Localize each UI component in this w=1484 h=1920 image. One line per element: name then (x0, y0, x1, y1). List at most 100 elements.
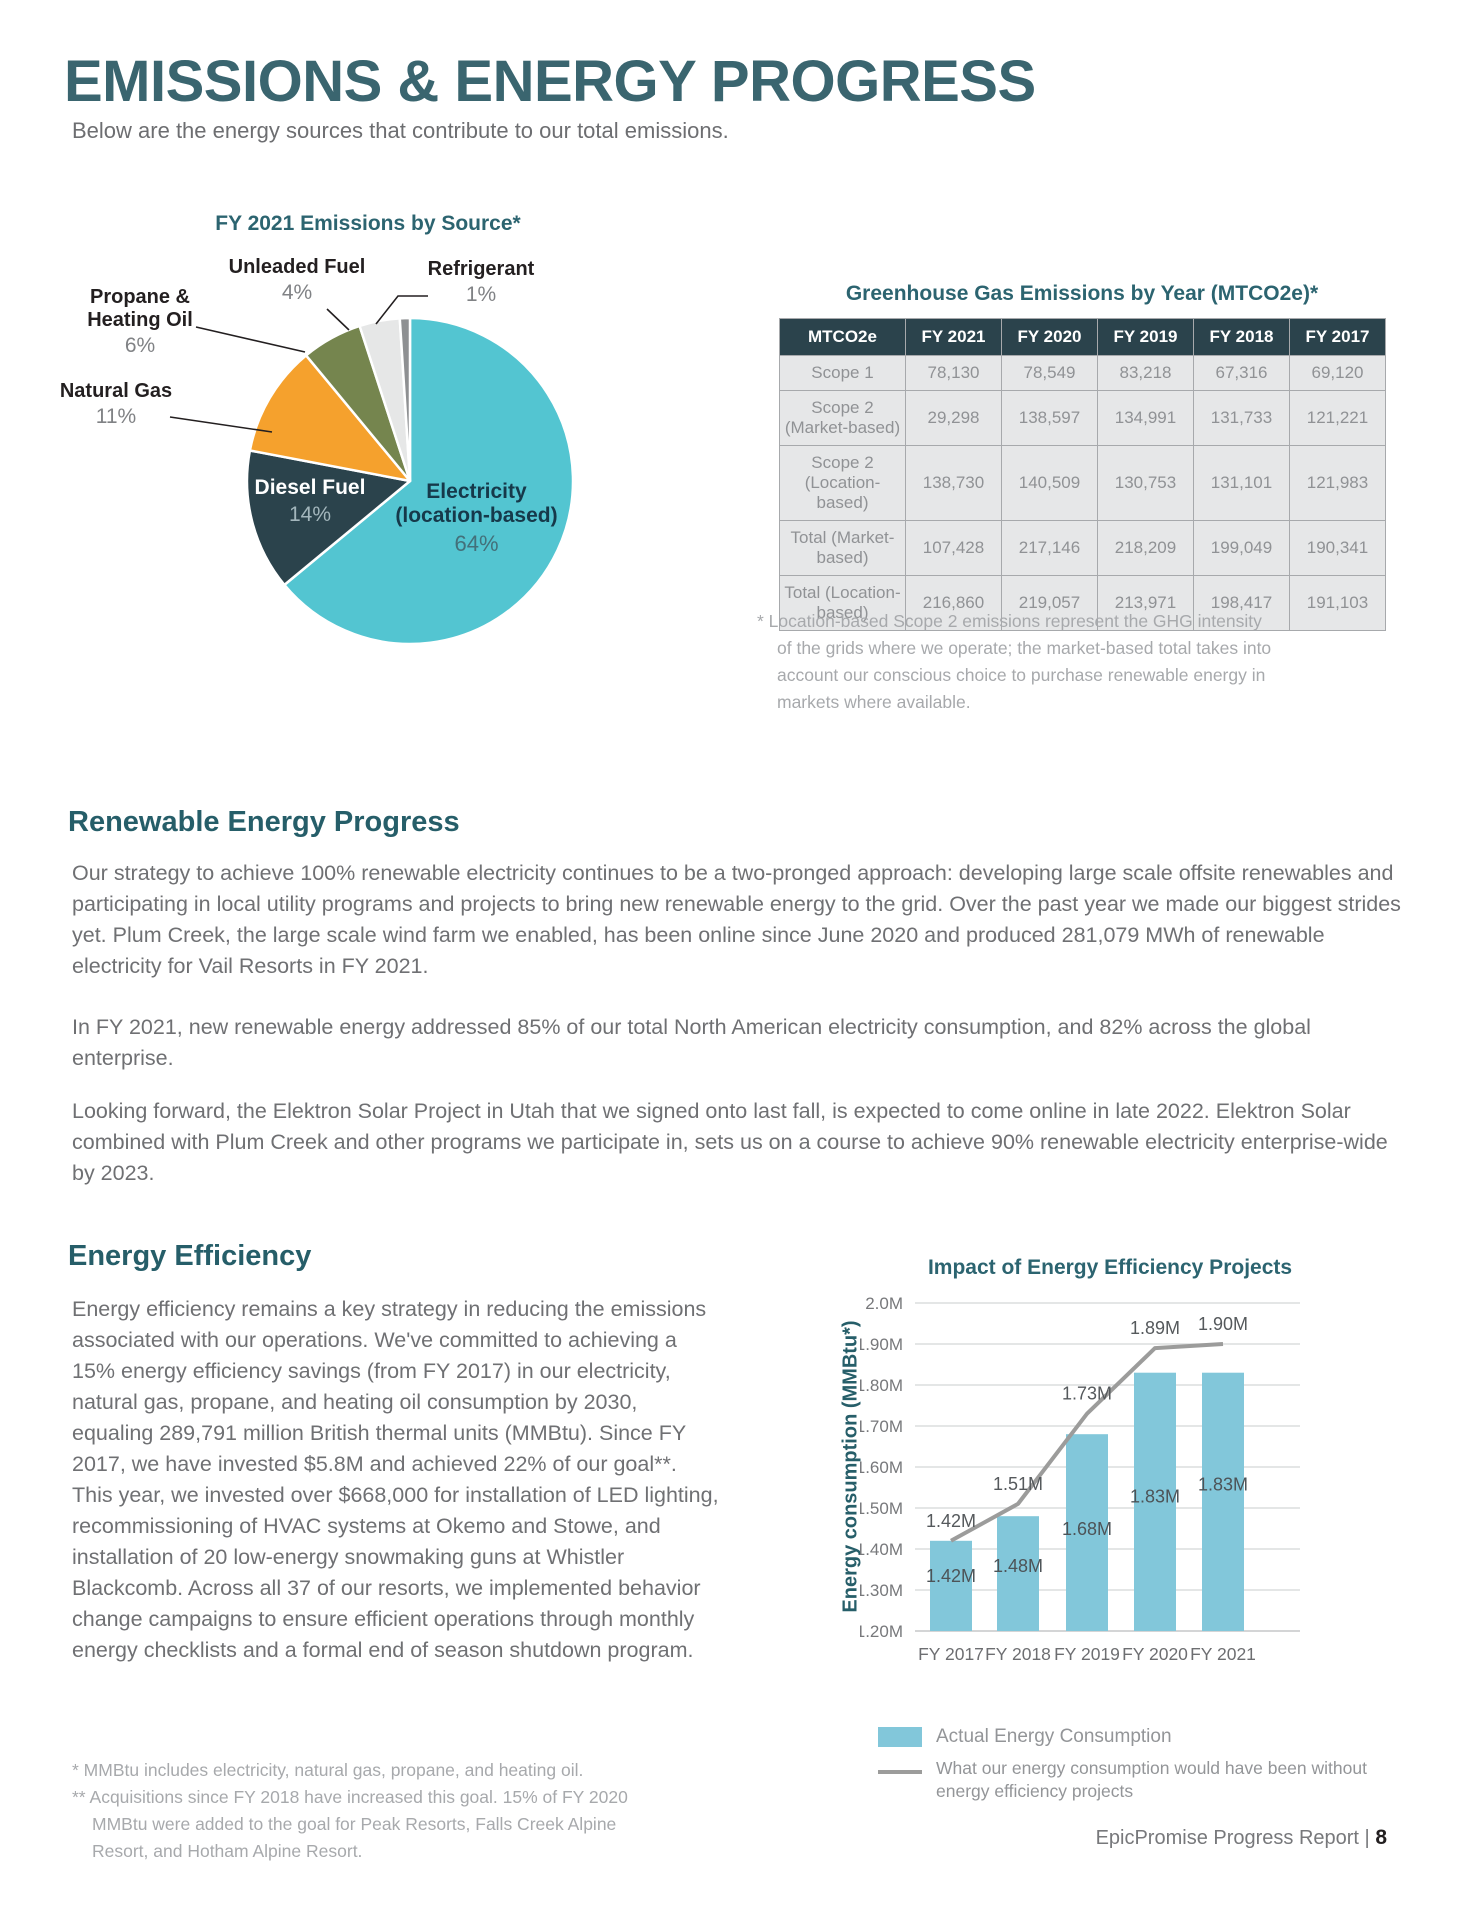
x-tick-fy-2021: FY 2021 (1190, 1644, 1256, 1664)
line-label-fy-2017: 1.42M (926, 1511, 976, 1531)
ghg-cell: 83,218 (1097, 355, 1194, 391)
renewable-heading: Renewable Energy Progress (68, 806, 460, 838)
bar-label-fy-2019: 1.68M (1062, 1519, 1112, 1539)
bar-fy-2019 (1066, 1434, 1108, 1631)
ghg-cell: 191,103 (1289, 575, 1386, 631)
pie-label-natural-gas-name: Natural Gas (59, 380, 173, 402)
ghg-cell: 217,146 (1001, 520, 1098, 576)
ghg-cell: 107,428 (905, 520, 1002, 576)
pie-label-unleaded-pct: 4% (281, 281, 313, 304)
efficiency-paragraph: Energy efficiency remains a key strategy… (72, 1297, 719, 1662)
y-tick-2.0M: 2.0M (865, 1294, 903, 1313)
table-row: Scope 2 (Location-based) 138,730 140,509 13… (779, 445, 1386, 521)
pie-label-electricity-line2: (location-based) (395, 504, 558, 527)
bar-label-fy-2020: 1.83M (1130, 1487, 1180, 1507)
ghg-column-header: FY 2020 (1001, 318, 1098, 356)
x-tick-fy-2020: FY 2020 (1122, 1644, 1188, 1664)
legend-label-actual: Actual Energy Consumption (936, 1726, 1172, 1747)
y-tick-1.30M: 1.30M (860, 1581, 903, 1600)
pie-label-unleaded: Unleaded Fuel 4% (222, 256, 372, 304)
table-row: Total (Location-based) 216,860 219,057 213,… (779, 575, 1386, 631)
pie-label-natural-gas-pct: 11% (95, 405, 137, 428)
table-row: Scope 2 (Market-based) 29,298 138,597 134,9… (779, 390, 1386, 446)
renewable-paragraph-1: Our strategy to achieve 100% renewable e… (72, 861, 1401, 978)
renewable-paragraph-3: Looking forward, the Elektron Solar Proj… (72, 1099, 1388, 1185)
bar-chart-title: Impact of Energy Efficiency Projects (927, 1256, 1293, 1279)
ghg-table: MTCO2e FY 2021 FY 2020 FY 2019 FY 2018 FY 201… (779, 318, 1386, 631)
pie-slice-refrigerant (398, 316, 412, 483)
efficiency-footnote-1: * MMBtu includes electricity, natural ga… (72, 1760, 584, 1780)
pie-label-electricity-line1: Electricity (426, 480, 527, 503)
ghg-cell: 138,597 (1001, 390, 1098, 446)
ghg-cell: 138,730 (905, 445, 1002, 521)
leader-line-propane (195, 326, 306, 353)
pie-slice-electricity-location-based (283, 316, 575, 646)
page-subtitle: Below are the energy sources that contri… (72, 118, 729, 143)
ghg-column-header: FY 2019 (1097, 318, 1194, 356)
page-title: EMISSIONS & ENERGY PROGRESS (64, 49, 1036, 114)
y-tick-1.60M: 1.60M (860, 1458, 903, 1477)
ghg-cell: 121,221 (1289, 390, 1386, 446)
ghg-cell: 131,101 (1193, 445, 1290, 521)
pie-chart (169, 295, 575, 646)
x-tick-fy-2017: FY 2017 (918, 1644, 984, 1664)
ghg-cell: 69,120 (1289, 355, 1386, 391)
ghg-cell: 131,733 (1193, 390, 1290, 446)
pie-label-propane-line2: Heating Oil (87, 309, 193, 331)
ghg-cell: 134,991 (1097, 390, 1194, 446)
bar-fy-2017 (930, 1540, 972, 1631)
ghg-row-label: Total (Market-based) (779, 520, 906, 576)
ghg-cell: 199,049 (1193, 520, 1290, 576)
ghg-cell: 219,057 (1001, 575, 1098, 631)
ghg-row-label: Scope 1 (779, 355, 906, 391)
ghg-cell: 78,549 (1001, 355, 1098, 391)
bar-fy-2020 (1134, 1372, 1176, 1631)
pie-chart-title: FY 2021 Emissions by Source* (215, 212, 521, 235)
pie-slice-natural-gas (248, 354, 412, 483)
ghg-cell: 198,417 (1193, 575, 1290, 631)
pie-label-unleaded-name: Unleaded Fuel (228, 256, 366, 278)
ghg-cell: 140,509 (1001, 445, 1098, 521)
legend-line-swatch (878, 1770, 922, 1774)
ghg-cell: 190,341 (1289, 520, 1386, 576)
bar-fy-2018 (997, 1516, 1039, 1631)
ghg-row-label: Total (Location-based) (779, 575, 906, 631)
ghg-column-header: FY 2021 (905, 318, 1002, 356)
ghg-row-label: Scope 2 (Location-based) (779, 445, 906, 521)
leader-line-refrigerant (375, 295, 428, 325)
pie-slice-diesel-fuel (245, 449, 412, 587)
ghg-column-header: MTCO2e (779, 318, 906, 356)
pie-label-diesel-pct: 14% (288, 503, 332, 526)
leader-line-unleaded (326, 308, 350, 331)
efficiency-heading: Energy Efficiency (68, 1240, 312, 1272)
y-tick-1.40M: 1.40M (860, 1540, 903, 1559)
legend-bar-swatch (878, 1727, 922, 1747)
pie-label-refrigerant-pct: 1% (465, 283, 497, 306)
pie-label-electricity: Electricity (location-based) 64% (384, 480, 569, 556)
y-tick-1.80M: 1.80M (860, 1376, 903, 1395)
bar-label-fy-2017: 1.42M (926, 1566, 976, 1586)
leader-line-natural-gas (169, 416, 273, 433)
y-tick-1.70M: 1.70M (860, 1417, 903, 1436)
bar-fy-2021 (1202, 1372, 1244, 1631)
x-tick-fy-2019: FY 2019 (1054, 1644, 1120, 1664)
table-row: Scope 1 78,130 78,549 83,218 67,316 69,120 (779, 355, 1386, 391)
counterfactual-line (950, 1342, 1224, 1543)
pie-label-electricity-pct: 64% (454, 531, 499, 556)
pie-label-propane-line1: Propane & (89, 286, 191, 308)
ghg-table-title: Greenhouse Gas Emissions by Year (MTCO2e… (845, 282, 1319, 305)
ghg-cell: 78,130 (905, 355, 1002, 391)
line-label-fy-2019: 1.73M (1062, 1384, 1112, 1404)
pie-label-refrigerant: Refrigerant 1% (406, 258, 556, 306)
y-tick-1.90M: 1.90M (860, 1335, 903, 1354)
ghg-cell: 213,971 (1097, 575, 1194, 631)
line-label-fy-2018: 1.51M (993, 1474, 1043, 1494)
ghg-cell: 121,983 (1289, 445, 1386, 521)
footer-text: EpicPromise Progress Report | (1095, 1827, 1376, 1849)
ghg-column-header: FY 2018 (1193, 318, 1290, 356)
y-tick-1.50M: 1.50M (860, 1499, 903, 1518)
pie-label-diesel: Diesel Fuel 14% (232, 476, 388, 527)
ghg-cell: 218,209 (1097, 520, 1194, 576)
ghg-table-footnote: * Location-based Scope 2 emissions repre… (757, 611, 1272, 712)
